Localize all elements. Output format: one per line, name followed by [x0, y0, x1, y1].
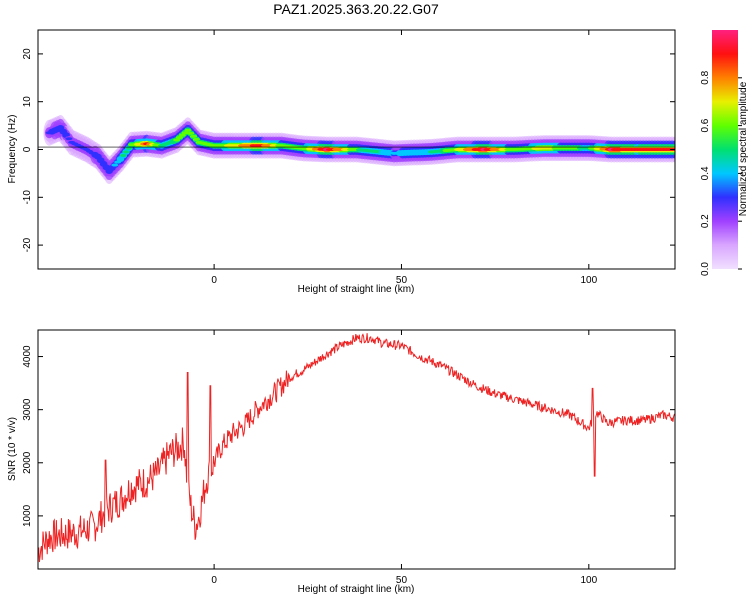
spectrogram-cell — [56, 126, 64, 130]
snr-x-tick-label: 0 — [211, 575, 217, 586]
snr-x-axis-label: Height of straight line (km) — [298, 584, 415, 595]
snr-panel: 0 50 100 1000 2000 3000 4000 Height of straigh… — [7, 329, 676, 595]
snr-y-tick-label: 1000 — [22, 504, 33, 527]
spectrogram-cell — [187, 131, 195, 135]
spectrogram-cell — [178, 133, 186, 137]
spectrogram-cell — [102, 165, 110, 169]
snr-y-tick-label: 2000 — [22, 451, 33, 474]
spectrogram-x-axis-label: Height of straight line (km) — [298, 284, 415, 295]
spectrogram-cell — [97, 158, 105, 162]
colorbar: 0.0 0.2 0.4 0.6 0.8 Normalized spectral ampl… — [700, 30, 749, 276]
spectrogram-cell — [122, 150, 130, 154]
spectrogram-y-tick-label: 20 — [22, 48, 33, 60]
snr-frame — [37, 329, 676, 570]
spectrogram-cell — [94, 155, 102, 159]
spectrogram-y-tick-label: 10 — [22, 96, 33, 108]
colorbar-tick-label: 0.2 — [700, 214, 711, 228]
spectrogram-cell — [175, 136, 183, 140]
spectrogram-y-tick-label: -10 — [22, 190, 33, 205]
spectrogram-y-tick-label: -20 — [22, 237, 33, 252]
figure-title: PAZ1.2025.363.20.22.G07 — [273, 1, 439, 17]
spectrogram-cell — [116, 157, 124, 161]
snr-x-tick-label: 100 — [580, 575, 597, 586]
spectrogram-x-tick-label: 0 — [211, 275, 217, 286]
spectrogram-cell — [114, 160, 122, 164]
colorbar-ticks: 0.0 0.2 0.4 0.6 0.8 — [700, 70, 742, 276]
spectrogram-cell — [181, 131, 189, 135]
spectrogram-y-tick-label: 0 — [22, 146, 33, 152]
spectrogram-cell — [108, 166, 116, 170]
snr-series-line — [38, 333, 675, 563]
colorbar-gradient — [712, 30, 738, 269]
spectrogram-cell — [125, 146, 133, 150]
colorbar-tick-label: 0.0 — [700, 262, 711, 276]
spectrogram-cell — [100, 162, 108, 166]
spectrogram-cell — [105, 169, 113, 173]
spectrogram-cell — [192, 137, 200, 141]
spectrogram-cell — [59, 130, 67, 134]
colorbar-tick-label: 0.8 — [700, 70, 711, 84]
colorbar-tick-label: 0.6 — [700, 118, 711, 132]
spectrogram-y-axis-label: Frequency (Hz) — [7, 115, 18, 184]
spectrogram-cell — [62, 133, 70, 137]
colorbar-label: Normalized spectral amplitude — [738, 81, 749, 216]
spectrogram-x-tick-label: 100 — [580, 275, 597, 286]
snr-y-axis-label: SNR (10 * v/v) — [7, 417, 18, 481]
spectrogram-cell — [173, 138, 181, 142]
snr-marks — [38, 333, 675, 563]
spectrogram-cell — [190, 134, 198, 138]
spectrogram-ticks: 0 50 100 -20 -10 0 10 20 — [22, 30, 675, 286]
snr-y-tick-label: 3000 — [22, 398, 33, 421]
colorbar-tick-label: 0.4 — [700, 166, 711, 180]
snr-ticks: 0 50 100 1000 2000 3000 4000 — [22, 330, 675, 586]
spectrogram-marks — [38, 114, 675, 185]
spectrogram-cell — [119, 153, 127, 157]
snr-x-tick-label: 50 — [396, 575, 408, 586]
spectrogram-x-tick-label: 50 — [396, 275, 408, 286]
spectrogram-cell — [184, 128, 192, 132]
snr-y-tick-label: 4000 — [22, 345, 33, 368]
spectrogram-panel: 0 50 100 -20 -10 0 10 20 Height of straight lin… — [7, 29, 676, 295]
spectrogram-cell — [111, 163, 119, 167]
spectrogram-cell — [65, 137, 73, 141]
